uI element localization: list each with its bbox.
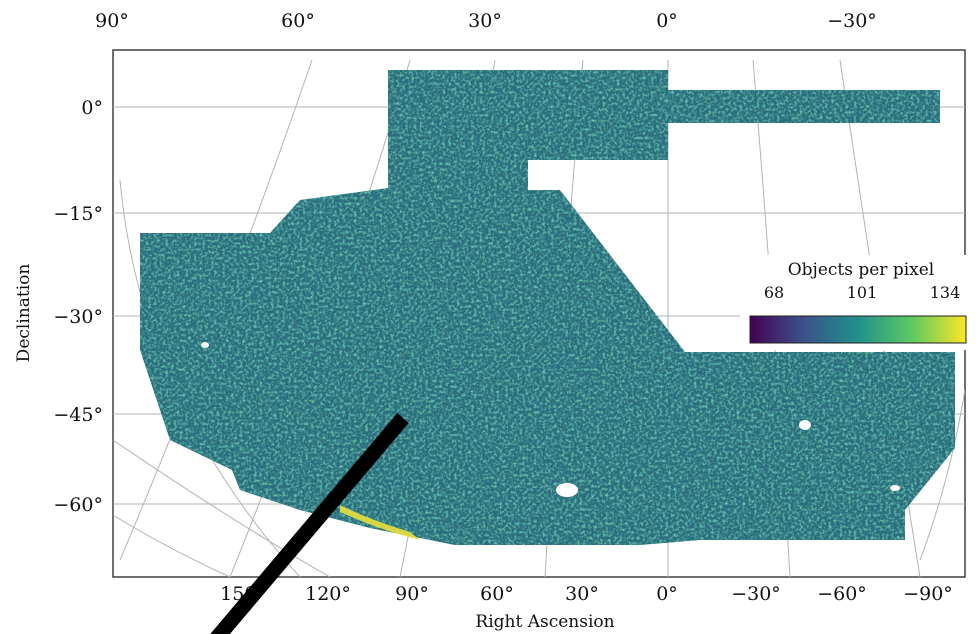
top-tick-label: 90° [95, 10, 129, 32]
top-tick-label: 30° [468, 10, 502, 32]
colorbar-tick: 68 [764, 283, 784, 302]
bottom-tick-label: −60° [817, 583, 867, 605]
y-axis-label: Declination [14, 264, 34, 363]
bottom-tick-label: 30° [565, 583, 599, 605]
survey-footprint [140, 70, 955, 545]
bottom-ra-ticks: 150° 120° 90° 60° 30° 0° −30° −60° −90° [220, 583, 953, 605]
top-tick-label: −30° [827, 10, 877, 32]
y-tick-label: 0° [81, 97, 103, 119]
bottom-tick-label: −30° [731, 583, 781, 605]
colorbar-label: Objects per pixel [788, 260, 935, 280]
y-tick-label: −15° [53, 203, 103, 225]
annotation-stroke [210, 413, 409, 634]
top-tick-label: 0° [656, 10, 678, 32]
y-tick-label: −45° [53, 404, 103, 426]
top-tick-label: 60° [281, 10, 315, 32]
mask-hole [201, 342, 209, 348]
bottom-tick-label: 0° [656, 583, 678, 605]
y-tick-label: −60° [53, 494, 103, 516]
dec-ticks: 0° −15° −30° −45° −60° [53, 97, 103, 516]
colorbar-tick: 134 [930, 283, 961, 302]
bottom-tick-label: 90° [395, 583, 429, 605]
colorbar-tick: 101 [847, 283, 878, 302]
y-tick-label: −30° [53, 306, 103, 328]
mask-hole [799, 420, 811, 430]
bottom-tick-label: −90° [903, 583, 953, 605]
colorbar: Objects per pixel 68 101 134 [740, 255, 970, 350]
colorbar-gradient [749, 315, 967, 344]
mask-hole [890, 485, 900, 491]
x-axis-label: Right Ascension [475, 612, 614, 632]
mask-hole [556, 483, 578, 497]
bottom-tick-label: 120° [305, 583, 351, 605]
top-ra-ticks: 90° 60° 30° 0° −30° [95, 10, 877, 32]
bottom-tick-label: 60° [480, 583, 514, 605]
